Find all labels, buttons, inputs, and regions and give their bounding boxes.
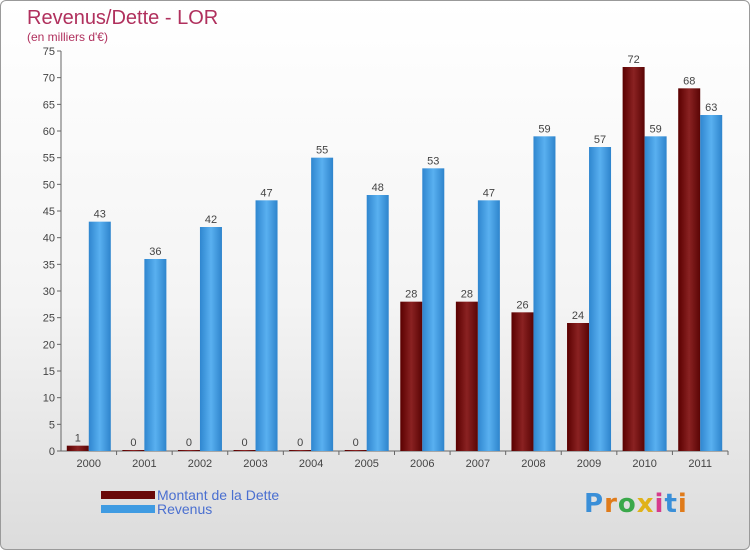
bar-revenue <box>644 136 667 452</box>
x-tick-label: 2006 <box>410 458 434 470</box>
bar-debt <box>511 312 534 451</box>
bar-debt <box>678 88 701 451</box>
y-tick-label: 5 <box>49 419 55 431</box>
x-tick-label: 2008 <box>521 458 545 470</box>
bars <box>66 67 723 452</box>
data-label-debt: 28 <box>461 289 473 301</box>
legend-item-debt: Montant de la Dette <box>101 487 279 503</box>
bar-debt <box>289 450 312 451</box>
logo-letter: i <box>677 489 688 519</box>
bar-revenue <box>311 157 334 451</box>
data-label-debt: 0 <box>297 437 303 449</box>
y-tick-label: 65 <box>43 99 55 111</box>
x-tick-label: 2002 <box>188 458 212 470</box>
bar-debt <box>344 450 367 451</box>
bar-revenue <box>366 195 389 451</box>
y-tick-label: 70 <box>43 73 55 85</box>
y-tick-label: 25 <box>43 313 55 325</box>
y-tick-label: 55 <box>43 153 55 165</box>
data-label-debt: 0 <box>130 437 136 449</box>
logo-letter: t <box>664 489 678 519</box>
data-label-revenue: 42 <box>205 214 217 226</box>
y-tick-label: 45 <box>43 206 55 218</box>
bar-revenue <box>700 115 723 451</box>
bar-revenue <box>533 136 556 452</box>
data-label-debt: 68 <box>683 75 695 87</box>
data-label-revenue: 43 <box>94 209 106 221</box>
data-label-debt: 0 <box>241 437 247 449</box>
y-tick-label: 60 <box>43 126 55 138</box>
data-label-revenue: 36 <box>149 246 161 258</box>
bar-debt <box>400 301 423 451</box>
bar-debt <box>455 301 478 451</box>
y-tick-label: 15 <box>43 366 55 378</box>
logo-letter: r <box>604 489 618 519</box>
data-label-revenue: 47 <box>483 187 495 199</box>
x-tick-label: 2000 <box>77 458 101 470</box>
proxiti-logo: Proxiti <box>584 489 688 519</box>
logo-letter: x <box>636 489 655 519</box>
data-label-debt: 72 <box>628 54 640 66</box>
y-tick-label: 10 <box>43 393 55 405</box>
x-tick-label: 2004 <box>299 458 323 470</box>
bar-revenue <box>422 168 445 452</box>
chart-subtitle: (en milliers d'€) <box>27 30 108 44</box>
data-label-revenue: 63 <box>705 102 717 114</box>
data-label-debt: 26 <box>516 299 528 311</box>
x-tick-label: 2003 <box>243 458 267 470</box>
logo-letter: o <box>617 489 637 519</box>
legend-label-revenue: Revenus <box>157 501 213 517</box>
data-labels: 1 43 0 36 0 42 0 47 0 55 0 48 28 53 28 47 26 59 24 57 72 59 68… <box>75 54 718 449</box>
bar-revenue <box>144 259 167 451</box>
bar-debt <box>122 450 145 451</box>
y-tick-label: 30 <box>43 286 55 298</box>
bar-debt <box>233 450 256 451</box>
bar-revenue <box>199 227 222 451</box>
data-label-revenue: 53 <box>427 155 439 167</box>
chart-title: Revenus/Dette - LOR <box>27 7 219 29</box>
logo-letter: i <box>654 489 665 519</box>
y-tick-label: 20 <box>43 339 55 351</box>
data-label-revenue: 57 <box>594 134 606 146</box>
x-tick-label: 2005 <box>354 458 378 470</box>
data-label-revenue: 59 <box>538 123 550 135</box>
data-label-debt: 0 <box>353 437 359 449</box>
bar-revenue <box>255 200 278 451</box>
data-label-revenue: 59 <box>650 123 662 135</box>
bar-revenue <box>589 147 612 451</box>
bar-revenue <box>88 221 111 451</box>
data-label-revenue: 47 <box>260 187 272 199</box>
bar-debt <box>567 323 590 451</box>
data-label-debt: 28 <box>405 289 417 301</box>
x-tick-label: 2009 <box>577 458 601 470</box>
x-tick-label: 2001 <box>132 458 156 470</box>
bar-debt <box>66 445 89 451</box>
legend-item-revenue: Revenus <box>101 501 212 517</box>
data-label-debt: 24 <box>572 310 584 322</box>
data-label-revenue: 48 <box>372 182 384 194</box>
bar-debt <box>177 450 200 451</box>
data-label-revenue: 55 <box>316 145 328 157</box>
bar-debt <box>622 67 645 451</box>
y-tick-label: 50 <box>43 179 55 191</box>
data-label-debt: 1 <box>75 433 81 445</box>
legend-label-debt: Montant de la Dette <box>157 487 280 503</box>
x-tick-label: 2011 <box>688 458 712 470</box>
y-tick-label: 40 <box>43 233 55 245</box>
y-tick-label: 0 <box>49 446 55 458</box>
legend-swatch-debt <box>101 491 155 499</box>
logo-letter: P <box>584 489 605 519</box>
x-tick-label: 2010 <box>632 458 656 470</box>
y-tick-label: 35 <box>43 259 55 271</box>
bar-revenue <box>477 200 500 451</box>
legend-swatch-revenue <box>101 505 155 513</box>
x-tick-label: 2007 <box>466 458 490 470</box>
y-tick-label: 75 <box>43 46 55 58</box>
data-label-debt: 0 <box>186 437 192 449</box>
